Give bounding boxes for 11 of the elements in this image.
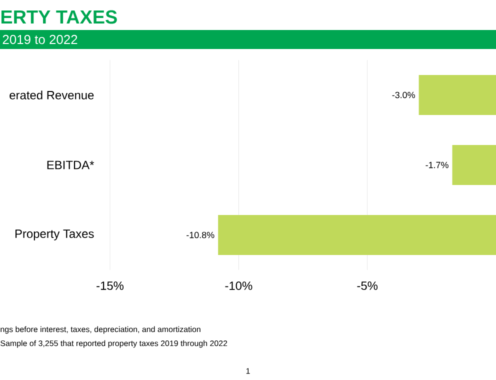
data-label: -3.0% bbox=[392, 92, 415, 98]
y-tick-label: erated Revenue bbox=[10, 90, 94, 100]
x-tick-label: -5% bbox=[357, 282, 378, 290]
x-tick-label: -10% bbox=[225, 282, 252, 290]
chart-title: ERTY TAXES bbox=[1, 10, 117, 24]
y-tick-label: EBITDA* bbox=[47, 160, 94, 170]
data-label: -1.7% bbox=[426, 162, 448, 168]
y-tick-label: Property Taxes bbox=[15, 230, 94, 240]
data-label: -10.8% bbox=[186, 232, 214, 238]
x-tick-label: -15% bbox=[96, 282, 124, 290]
chart-subtitle: 2019 to 2022 bbox=[2, 34, 78, 44]
